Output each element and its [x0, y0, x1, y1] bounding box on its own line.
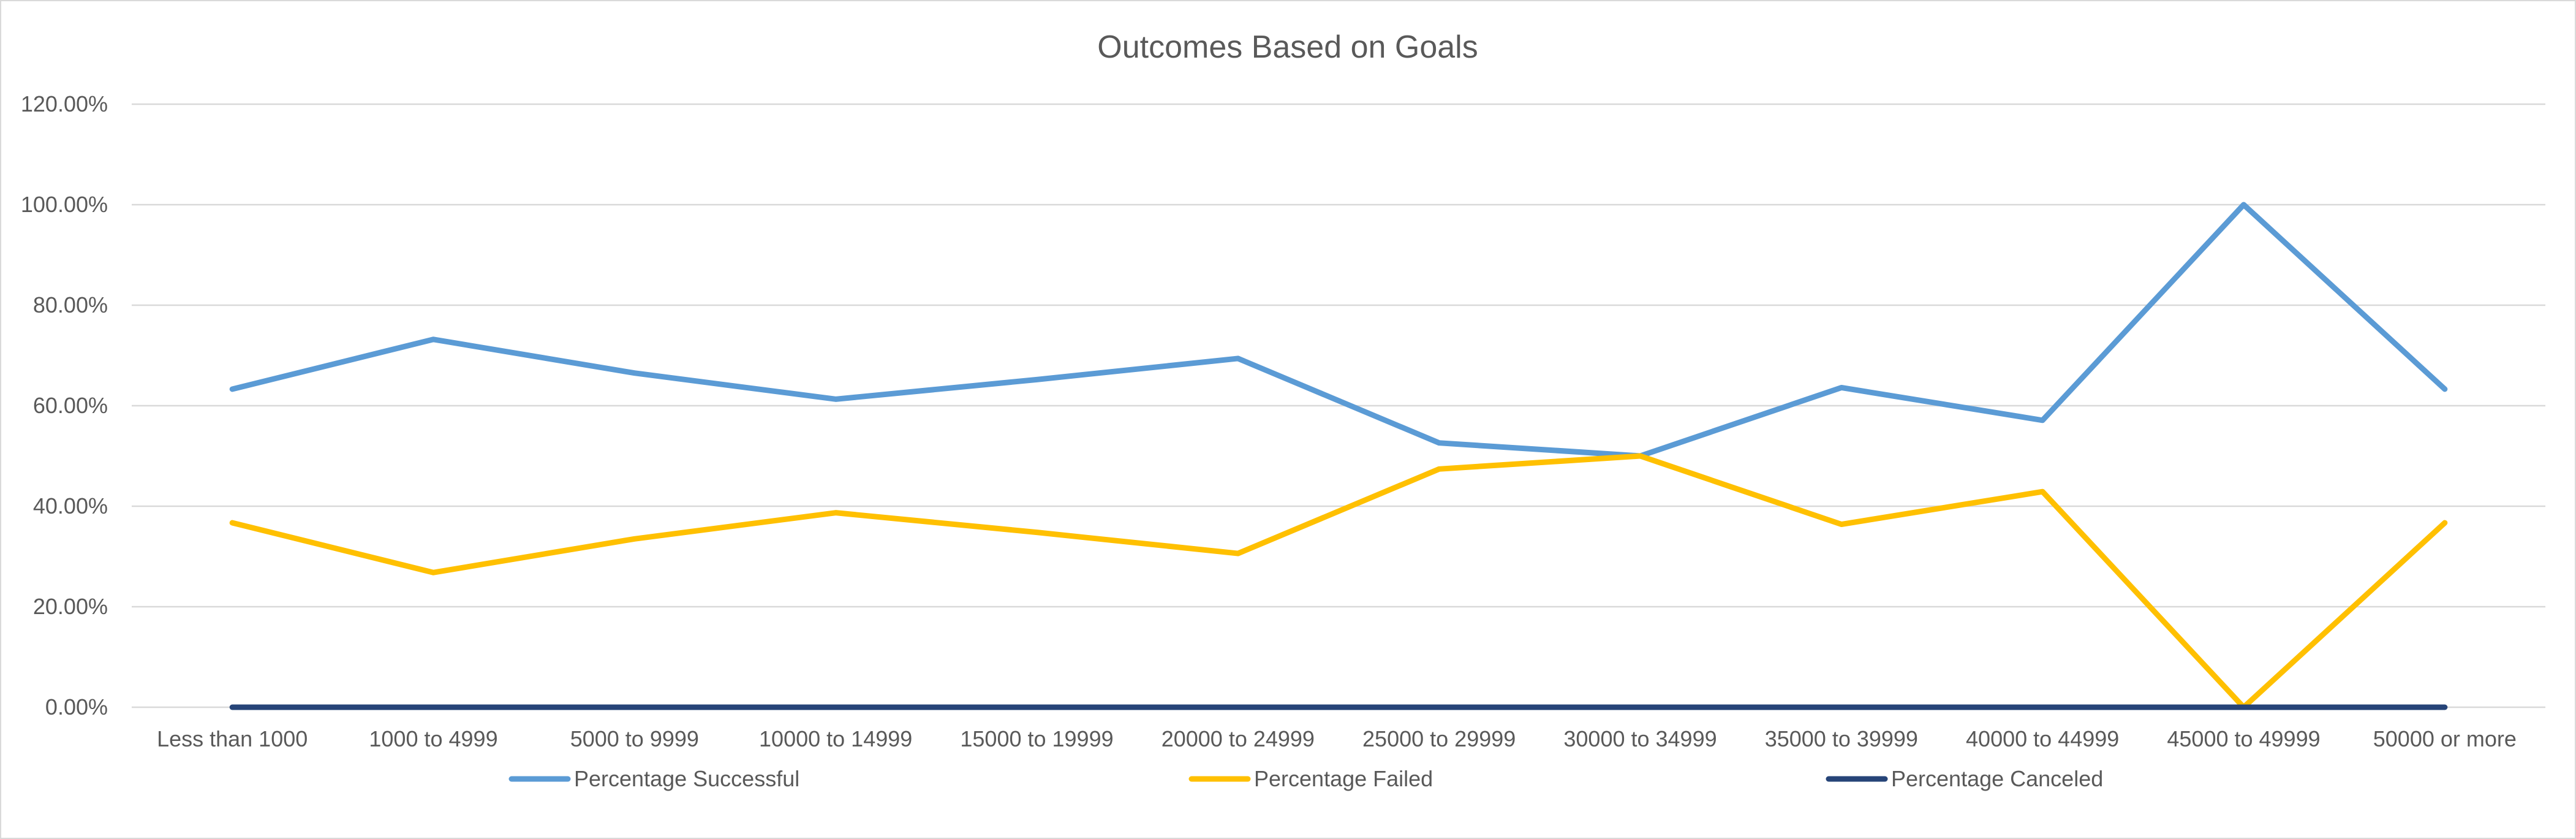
y-tick-label: 60.00% — [33, 393, 108, 418]
x-tick-label: 5000 to 9999 — [570, 726, 699, 751]
series-line — [229, 453, 2448, 710]
x-tick-label: 1000 to 4999 — [369, 726, 497, 751]
x-tick-label: Less than 1000 — [157, 726, 308, 751]
y-tick-label: 20.00% — [33, 594, 108, 619]
y-tick-label: 40.00% — [33, 493, 108, 518]
y-tick-label: 0.00% — [45, 694, 108, 719]
x-tick-label: 30000 to 34999 — [1563, 726, 1717, 751]
x-axis-ticks: Less than 1000 1000 to 4999 5000 to 9999 10… — [157, 726, 2517, 751]
legend-label: Percentage Successful — [574, 766, 799, 791]
chart-title: Outcomes Based on Goals — [1097, 29, 1478, 65]
x-tick-label: 20000 to 24999 — [1161, 726, 1315, 751]
x-tick-label: 50000 or more — [2373, 726, 2517, 751]
series-line — [229, 202, 2448, 459]
y-tick-label: 100.00% — [21, 192, 108, 217]
y-axis-ticks: 0.00% 20.00% 40.00% 60.00% 80.00% 100.00% 120.… — [21, 91, 108, 719]
x-tick-label: 35000 to 39999 — [1765, 726, 1918, 751]
legend-label: Percentage Canceled — [1891, 766, 2103, 791]
x-tick-label: 15000 to 19999 — [960, 726, 1113, 751]
y-tick-label: 120.00% — [21, 91, 108, 116]
series-lines — [229, 202, 2448, 710]
legend: Percentage Successful Percentage Failed Pe… — [508, 766, 2103, 791]
x-tick-label: 45000 to 49999 — [2167, 726, 2320, 751]
x-tick-label: 25000 to 29999 — [1362, 726, 1516, 751]
y-tick-label: 80.00% — [33, 292, 108, 317]
legend-label: Percentage Failed — [1254, 766, 1433, 791]
x-tick-label: 40000 to 44999 — [1966, 726, 2119, 751]
x-tick-label: 10000 to 14999 — [759, 726, 912, 751]
gridlines — [132, 103, 2545, 708]
